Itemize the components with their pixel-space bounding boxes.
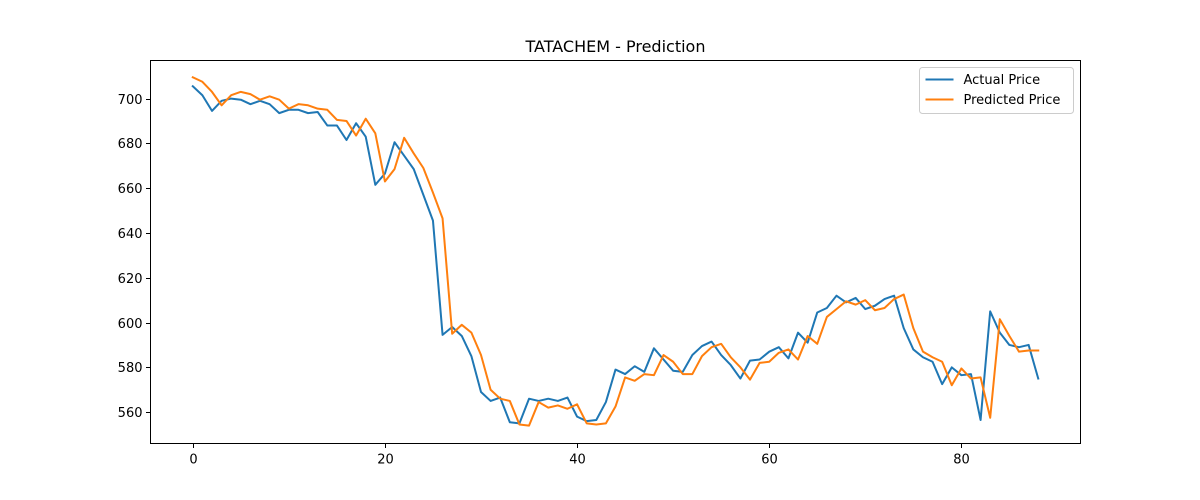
legend-label: Actual Price <box>964 73 1041 88</box>
y-axis: 560 580 600 620 640 660 680 700 <box>118 93 151 421</box>
x-tick-label: 60 <box>761 453 778 468</box>
y-tick-label: 560 <box>118 406 143 421</box>
y-tick-label: 660 <box>118 182 143 197</box>
series-line-predicted-price <box>191 75 1040 427</box>
x-tick-label: 40 <box>569 453 586 468</box>
x-tick-label: 0 <box>189 453 197 468</box>
legend-label: Predicted Price <box>964 93 1061 108</box>
plot-area-frame <box>150 60 1081 444</box>
y-tick-label: 580 <box>118 361 143 376</box>
x-tick-label: 20 <box>377 453 394 468</box>
chart-title: TATACHEM - Prediction <box>525 37 706 56</box>
legend: Actual Price Predicted Price <box>919 67 1074 114</box>
y-tick-label: 640 <box>118 227 143 242</box>
y-tick-label: 600 <box>118 317 143 332</box>
y-tick-label: 620 <box>118 272 143 287</box>
y-tick-label: 700 <box>118 93 143 108</box>
x-tick-label: 80 <box>953 453 970 468</box>
series-layer <box>191 75 1040 427</box>
x-axis: 0 20 40 60 80 <box>189 443 970 468</box>
legend-box <box>919 67 1074 114</box>
y-tick-label: 680 <box>118 137 143 152</box>
series-line-actual-price <box>191 84 1040 425</box>
